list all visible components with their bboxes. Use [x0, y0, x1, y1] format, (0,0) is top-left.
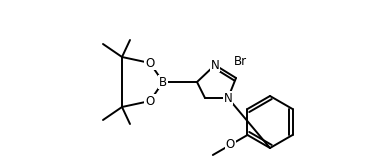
- Text: B: B: [159, 76, 167, 88]
- Text: O: O: [146, 95, 155, 108]
- Text: O: O: [225, 139, 235, 152]
- Text: N: N: [211, 59, 219, 72]
- Text: N: N: [223, 92, 232, 104]
- Text: O: O: [146, 56, 155, 69]
- Text: Br: Br: [234, 55, 247, 68]
